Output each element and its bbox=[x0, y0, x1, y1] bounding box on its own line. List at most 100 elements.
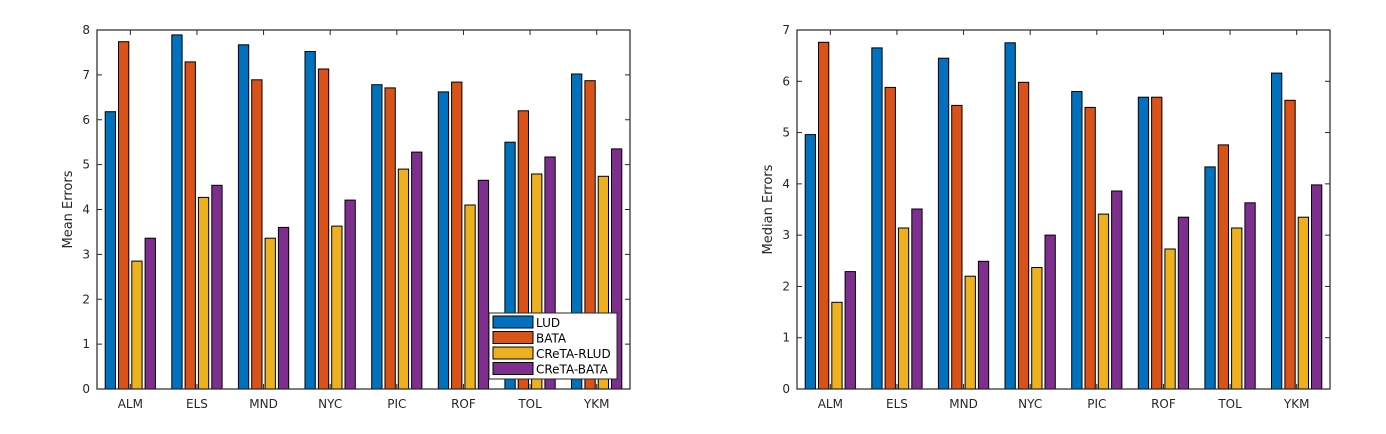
y-tick-label: 7 bbox=[82, 68, 90, 82]
bar-alm-creta-rlud bbox=[131, 260, 143, 390]
bar-els-lud bbox=[171, 34, 183, 390]
bar-rof-creta-rlud bbox=[1164, 248, 1176, 390]
x-tick-label: PIC bbox=[1087, 397, 1106, 411]
bar-els-creta-bata bbox=[211, 184, 223, 390]
y-tick-label: 3 bbox=[82, 247, 90, 261]
y-tick-label: 1 bbox=[82, 337, 90, 351]
bar-nyc-creta-bata bbox=[344, 199, 356, 390]
x-tick-label: NYC bbox=[318, 397, 342, 411]
bar-pic-creta-bata bbox=[1111, 190, 1123, 390]
bar-els-bata bbox=[184, 61, 196, 390]
bar-els-lud bbox=[871, 47, 883, 390]
legend-label: CReTA-RLUD bbox=[536, 347, 611, 361]
bar-alm-creta-bata bbox=[144, 237, 156, 390]
y-tick-label: 5 bbox=[782, 126, 790, 140]
bar-mnd-creta-rlud bbox=[964, 275, 976, 390]
legend-swatch bbox=[492, 346, 534, 360]
bar-els-creta-rlud bbox=[197, 196, 210, 390]
x-tick-label: TOL bbox=[517, 397, 542, 411]
bar-tol-creta-rlud bbox=[1231, 227, 1243, 390]
bar-alm-bata bbox=[118, 41, 130, 390]
bar-nyc-creta-rlud bbox=[1031, 267, 1043, 390]
bar-nyc-creta-rlud bbox=[331, 225, 343, 390]
x-tick-label: ELS bbox=[186, 397, 208, 411]
legend-swatch bbox=[492, 362, 534, 375]
legend-swatch bbox=[492, 331, 534, 344]
bar-nyc-lud bbox=[304, 51, 316, 390]
y-axis-label: Mean Errors bbox=[61, 170, 76, 248]
y-tick-label: 4 bbox=[782, 177, 790, 191]
bar-pic-creta-bata bbox=[411, 151, 423, 390]
y-tick-label: 6 bbox=[782, 74, 790, 88]
bar-ykm-creta-rlud bbox=[1297, 216, 1309, 390]
bar-rof-creta-bata bbox=[477, 179, 490, 390]
legend-label: BATA bbox=[536, 332, 567, 346]
bar-pic-lud bbox=[371, 84, 383, 390]
bar-mnd-creta-rlud bbox=[264, 237, 276, 390]
x-tick-label: ELS bbox=[886, 397, 908, 411]
y-tick-label: 8 bbox=[82, 23, 90, 37]
bar-ykm-creta-bata bbox=[1311, 184, 1323, 390]
bar-mnd-creta-bata bbox=[277, 226, 290, 390]
bar-ykm-lud bbox=[1271, 72, 1283, 390]
y-tick-label: 4 bbox=[82, 203, 90, 217]
bar-pic-creta-rlud bbox=[397, 168, 410, 390]
x-tick-label: NYC bbox=[1018, 397, 1042, 411]
x-tick-label: YKM bbox=[1283, 397, 1310, 411]
y-tick-label: 2 bbox=[782, 279, 790, 293]
bar-els-creta-rlud bbox=[897, 227, 910, 390]
bar-mnd-lud bbox=[237, 44, 250, 390]
bar-mnd-lud bbox=[937, 57, 950, 390]
x-tick-label: MND bbox=[249, 397, 278, 411]
axes-box bbox=[796, 29, 1331, 390]
bar-pic-creta-rlud bbox=[1097, 213, 1110, 390]
bar-alm-lud bbox=[804, 134, 817, 390]
bar-rof-creta-rlud bbox=[464, 204, 476, 390]
bar-alm-bata bbox=[818, 41, 830, 390]
bar-rof-lud bbox=[1137, 96, 1150, 390]
y-tick-label: 7 bbox=[782, 23, 790, 37]
bar-els-creta-bata bbox=[911, 208, 923, 390]
chart-mean-errors: 0 1 2 3 4 5 6 7 8 ALM ELS MND NYC PIC ROF TOL YKM Mean Er… bbox=[61, 23, 631, 411]
x-tick-label: MND bbox=[949, 397, 978, 411]
legend-label: CReTA-BATA bbox=[536, 363, 609, 377]
x-tick-label: ALM bbox=[118, 397, 143, 411]
bar-pic-bata bbox=[1084, 106, 1096, 390]
bar-tol-bata bbox=[1217, 144, 1229, 390]
bar-rof-bata bbox=[451, 81, 463, 390]
y-tick-label: 2 bbox=[82, 292, 90, 306]
legend-label: LUD bbox=[536, 316, 560, 330]
bar-nyc-bata bbox=[317, 68, 330, 390]
bar-alm-creta-rlud bbox=[831, 301, 843, 390]
y-tick-label: 0 bbox=[782, 382, 790, 396]
x-tick-label: ALM bbox=[818, 397, 843, 411]
y-tick-label: 5 bbox=[82, 158, 90, 172]
bar-mnd-bata bbox=[951, 104, 963, 390]
bar-mnd-creta-bata bbox=[977, 260, 990, 390]
x-tick-label: YKM bbox=[583, 397, 610, 411]
y-tick-label: 3 bbox=[782, 228, 790, 242]
bar-els-bata bbox=[884, 86, 896, 390]
bar-nyc-creta-bata bbox=[1044, 234, 1056, 390]
x-tick-label: ROF bbox=[451, 397, 476, 411]
y-tick-label: 0 bbox=[82, 382, 90, 396]
bar-mnd-bata bbox=[251, 79, 263, 390]
bar-rof-lud bbox=[437, 91, 450, 390]
bar-ykm-bata bbox=[1284, 99, 1296, 390]
chart-median-errors: 0 1 2 3 4 5 6 7 ALM ELS MND NYC PIC ROF TOL YKM Median E… bbox=[761, 23, 1331, 411]
bar-nyc-bata bbox=[1017, 81, 1030, 390]
y-tick-label: 6 bbox=[82, 113, 90, 127]
y-axis-label: Median Errors bbox=[761, 164, 776, 254]
x-tick-label: ROF bbox=[1151, 397, 1176, 411]
bar-rof-bata bbox=[1151, 96, 1163, 390]
y-tick-label: 1 bbox=[782, 331, 790, 345]
bar-pic-lud bbox=[1071, 91, 1083, 390]
bar-rof-creta-bata bbox=[1177, 216, 1190, 390]
legend-swatch bbox=[492, 315, 534, 329]
bar-alm-lud bbox=[104, 111, 116, 390]
bar-nyc-lud bbox=[1004, 42, 1016, 390]
bar-tol-creta-bata bbox=[1244, 202, 1256, 390]
x-tick-label: TOL bbox=[1217, 397, 1242, 411]
